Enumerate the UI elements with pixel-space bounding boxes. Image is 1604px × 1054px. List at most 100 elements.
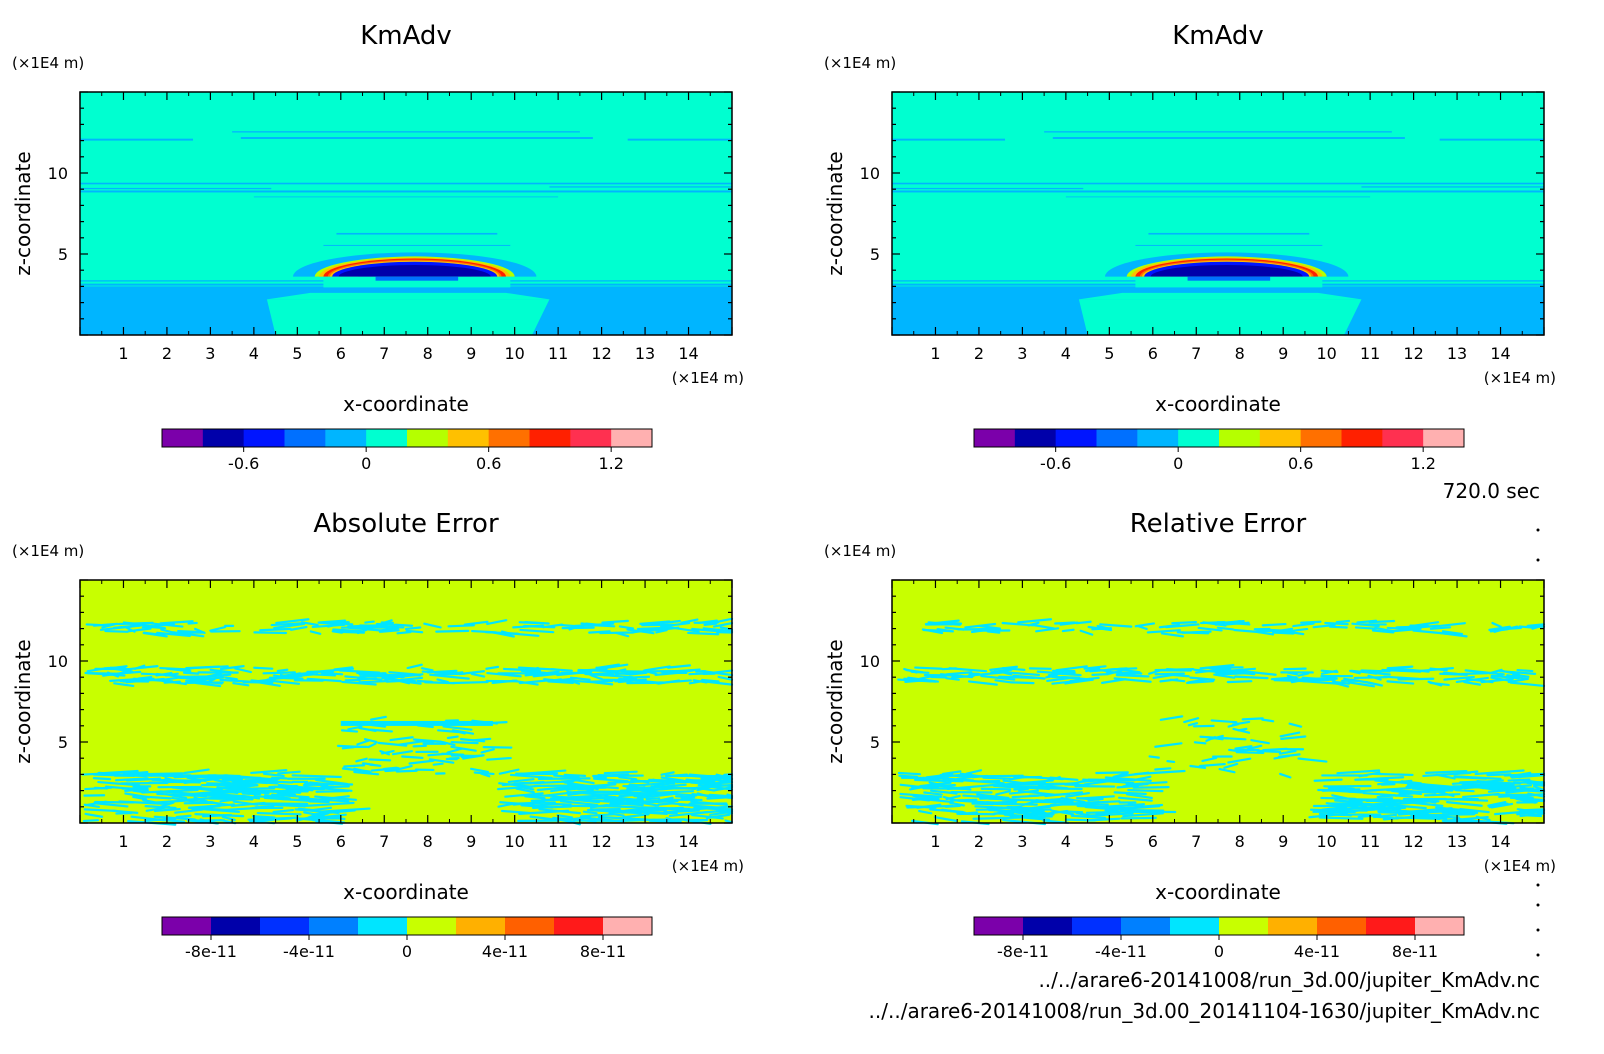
noise-streak [258,803,306,808]
x-axis-label: x-coordinate [1155,392,1281,416]
noise-streak [1531,624,1545,630]
noise-streak [436,678,450,684]
noise-streak [124,792,151,799]
noise-streak [144,772,184,776]
noise-streak [706,680,734,686]
x-tick-label: 5 [292,832,302,851]
noise-streak [524,670,560,677]
colorbar-swatch [1178,429,1220,447]
noise-streak [272,808,295,814]
noise-streak [256,811,302,816]
noise-streak [643,665,671,672]
noise-streak [219,797,246,803]
noise-streak [1030,623,1056,630]
noise-streak [604,663,629,669]
noise-streak [234,667,253,674]
noise-streak [625,798,644,803]
noise-streak [262,772,285,778]
y-tick-label: 10 [48,652,68,671]
noise-streak [640,808,668,813]
noise-streak [956,799,1010,805]
noise-streak [660,771,675,776]
noise-streak [1426,813,1476,817]
colorbar-swatch [1382,429,1424,447]
noise-streak [1017,618,1053,624]
noise-streak [314,795,358,801]
y-tick-label: 10 [860,164,880,183]
colorbar-swatch [488,429,530,447]
noise-streak [1505,787,1542,794]
noise-streak [580,813,615,818]
noise-streak [1262,747,1288,752]
noise-streak [309,630,322,635]
x-tick-label: 7 [379,832,389,851]
noise-streak [265,679,301,685]
noise-streak [980,787,1012,791]
noise-streak [1059,621,1079,626]
colorbar-swatch [407,917,457,935]
noise-streak [715,773,731,780]
noise-streak [165,793,188,800]
colorbar-swatch [1121,917,1171,935]
noise-streak [412,744,427,748]
noise-streak [1106,667,1124,671]
noise-streak [1278,772,1292,779]
noise-streak [1376,794,1397,799]
noise-streak [1292,622,1315,628]
noise-streak [277,770,301,775]
noise-streak [1453,775,1502,780]
noise-streak [153,815,196,821]
noise-streak [1509,771,1532,778]
noise-streak [405,629,424,634]
chart-title: KmAdv [360,21,452,51]
noise-streak [412,738,443,743]
noise-streak [395,769,418,773]
colorbar-swatch [447,429,490,447]
x-tick-label: 13 [1447,832,1467,851]
y-unit-label: (×1E4 m) [824,542,896,560]
y-tick-label: 5 [870,245,880,264]
colorbar-swatch [1072,917,1122,935]
x-tick-label: 11 [1360,344,1380,363]
noise-streak [1189,676,1216,681]
noise-streak [153,807,181,812]
noise-streak [1320,669,1338,675]
noise-streak [1512,673,1530,678]
noise-streak [447,624,475,628]
colorbar-tick-label: 0.6 [476,454,501,473]
noise-streak [701,678,720,683]
noise-streak [388,671,422,676]
noise-streak [373,624,385,629]
noise-streak [1241,717,1264,721]
x-tick-label: 9 [1278,344,1288,363]
noise-streak [335,630,366,634]
noise-streak [253,678,277,683]
noise-streak [1154,742,1183,748]
noise-streak [187,621,198,625]
noise-streak [582,810,598,815]
noise-streak [332,628,363,633]
noise-streak [622,813,650,819]
noise-streak [897,771,922,776]
noise-streak [1237,669,1277,676]
band-line [892,190,1544,193]
noise-streak [201,813,233,818]
noise-streak [174,808,204,814]
noise-streak [651,619,681,626]
noise-streak [1325,802,1355,808]
colorbar-swatch [284,429,326,447]
noise-streak [1372,815,1399,820]
noise-streak [1519,808,1546,812]
noise-streak [1223,737,1247,741]
noise-streak [1532,783,1546,787]
noise-streak [359,672,399,679]
colorbar-tick-label: 0.6 [1288,454,1313,473]
noise-streak [219,665,245,671]
colorbar-swatch [1268,917,1318,935]
noise-streak [241,794,261,800]
colorbar-swatch [211,917,261,935]
noise-streak [899,783,938,790]
noise-streak [992,784,1029,789]
marker-dot [1536,558,1540,562]
x-axis-label: x-coordinate [343,392,469,416]
